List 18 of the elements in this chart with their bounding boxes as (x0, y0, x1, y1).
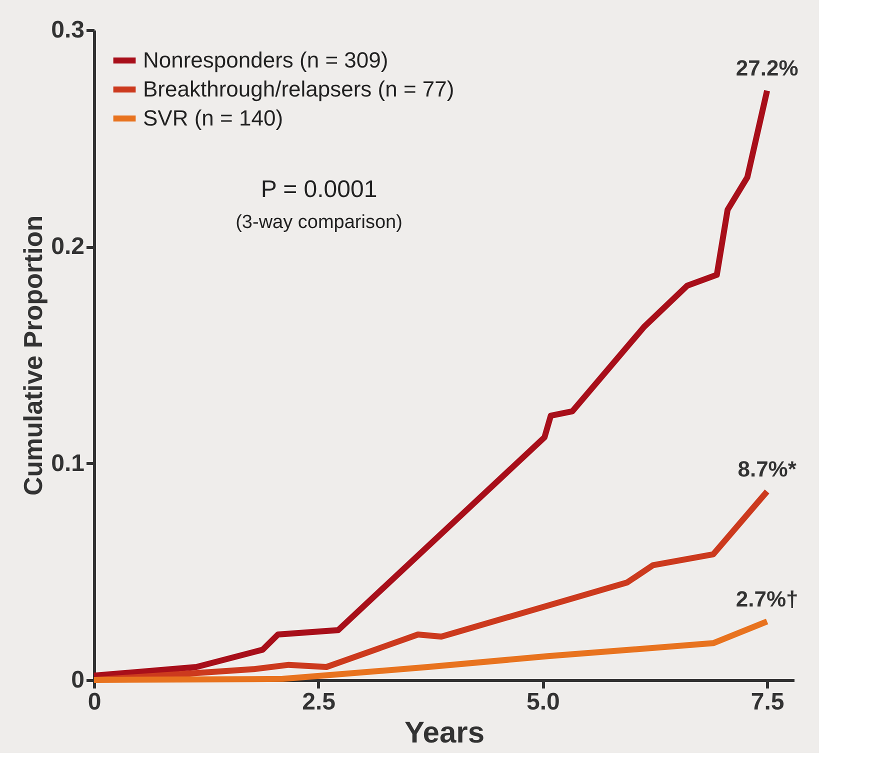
y-tick-label: 0.2 (51, 233, 84, 260)
y-tick-label: 0.3 (51, 16, 84, 44)
legend-label: SVR (n = 140) (143, 106, 284, 130)
x-tick-label: 5.0 (526, 688, 560, 716)
x-tick-label: 7.5 (750, 688, 784, 716)
y-tick-label: 0.1 (51, 450, 84, 477)
y-axis-title: Cumulative Proportion (18, 215, 48, 496)
x-axis-title: Years (404, 716, 485, 750)
annotation: 27.2% (736, 56, 798, 81)
legend-label: Breakthrough/relapsers (n = 77) (143, 76, 454, 102)
legend-label: Nonresponders (n = 309) (143, 48, 388, 72)
annotation: 8.7%* (738, 456, 797, 482)
annotation: 2.7%† (736, 586, 798, 612)
y-tick-label: 0 (71, 666, 84, 694)
x-tick-label: 2.5 (302, 688, 336, 716)
annotation: P = 0.0001 (260, 176, 378, 203)
annotation: (3-way comparison) (236, 212, 402, 233)
x-tick-label: 0 (88, 688, 102, 716)
